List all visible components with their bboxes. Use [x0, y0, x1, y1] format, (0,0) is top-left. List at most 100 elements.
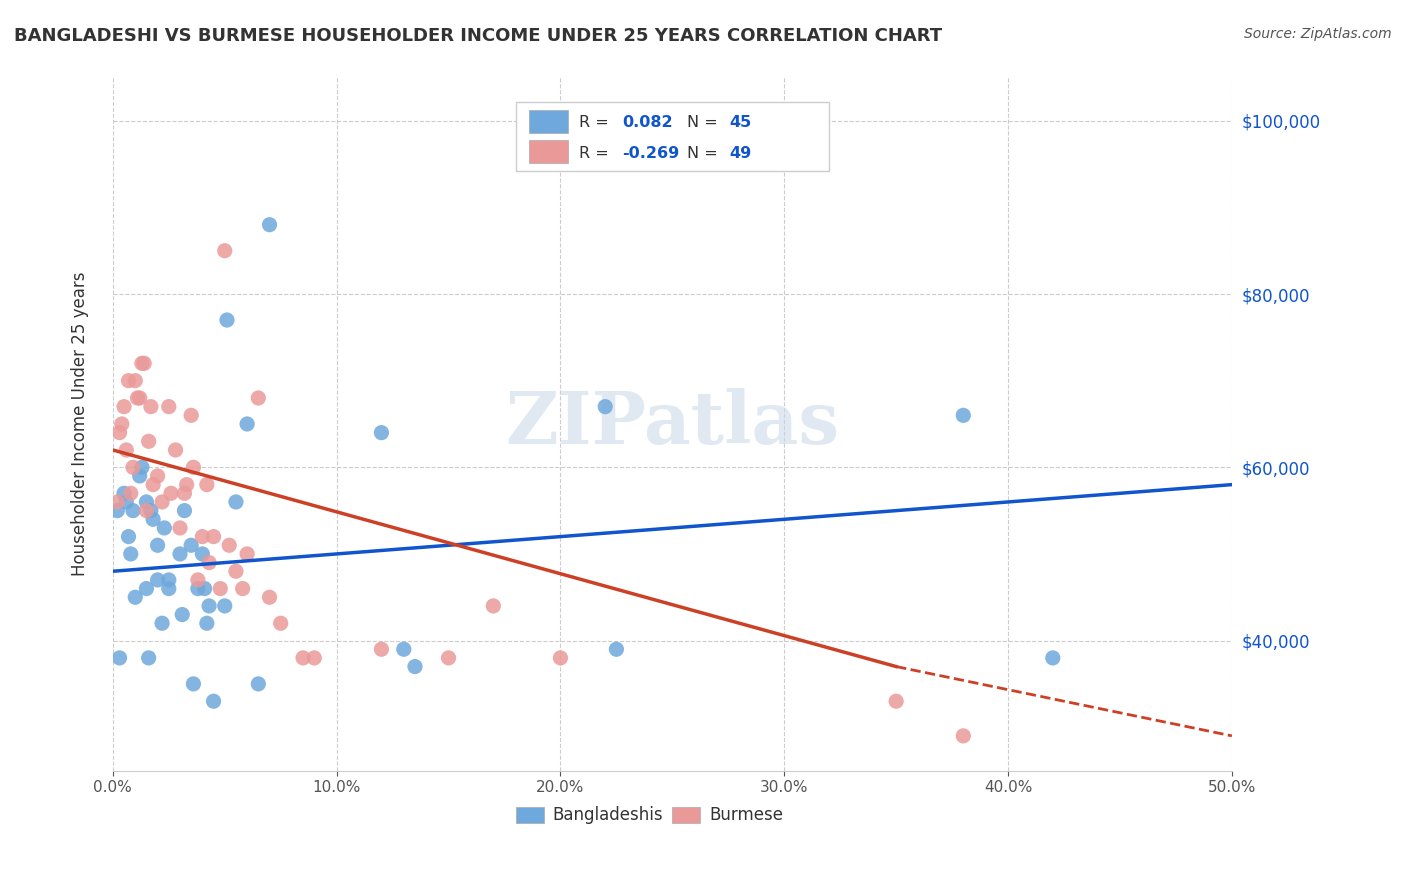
Point	[172, 607, 194, 622]
Point	[180, 538, 202, 552]
Point	[180, 409, 202, 423]
Point	[139, 503, 162, 517]
Point	[183, 460, 205, 475]
Point	[202, 694, 225, 708]
Point	[108, 651, 131, 665]
Point	[236, 547, 259, 561]
Point	[225, 495, 247, 509]
Point	[134, 356, 156, 370]
Point	[135, 503, 157, 517]
Point	[115, 442, 138, 457]
Text: R =: R =	[579, 115, 614, 130]
Point	[187, 573, 209, 587]
Point	[259, 591, 281, 605]
Point	[952, 409, 974, 423]
Point	[146, 469, 169, 483]
Point	[157, 400, 180, 414]
Text: N =: N =	[688, 146, 723, 161]
FancyBboxPatch shape	[529, 110, 568, 133]
Point	[247, 677, 270, 691]
Point	[169, 521, 191, 535]
Point	[120, 547, 142, 561]
Point	[111, 417, 134, 431]
Point	[131, 460, 153, 475]
Point	[112, 486, 135, 500]
Point	[370, 425, 392, 440]
Point	[128, 469, 150, 483]
Point	[146, 538, 169, 552]
Point	[150, 616, 173, 631]
Point	[218, 538, 240, 552]
Point	[550, 651, 572, 665]
Point	[884, 694, 907, 708]
Point	[122, 503, 145, 517]
Point	[392, 642, 415, 657]
Point	[194, 582, 217, 596]
Point	[195, 477, 218, 491]
Point	[270, 616, 292, 631]
Point	[124, 591, 146, 605]
Point	[173, 503, 195, 517]
Point	[138, 651, 160, 665]
Point	[135, 495, 157, 509]
Point	[198, 556, 221, 570]
Text: -0.269: -0.269	[621, 146, 679, 161]
Point	[139, 400, 162, 414]
Text: 49: 49	[730, 146, 752, 161]
Point	[259, 218, 281, 232]
Point	[124, 374, 146, 388]
Point	[105, 503, 128, 517]
Point	[115, 495, 138, 509]
Point	[482, 599, 505, 613]
Point	[191, 530, 214, 544]
Point	[225, 564, 247, 578]
Point	[176, 477, 198, 491]
Point	[187, 582, 209, 596]
Point	[142, 512, 165, 526]
Y-axis label: Householder Income Under 25 years: Householder Income Under 25 years	[72, 272, 89, 576]
Point	[198, 599, 221, 613]
Point	[183, 677, 205, 691]
Point	[135, 582, 157, 596]
FancyBboxPatch shape	[529, 140, 568, 162]
Point	[215, 313, 238, 327]
Text: R =: R =	[579, 146, 614, 161]
Point	[165, 442, 187, 457]
Text: Bangladeshis: Bangladeshis	[553, 805, 664, 824]
Point	[117, 374, 139, 388]
Point	[138, 434, 160, 449]
FancyBboxPatch shape	[516, 807, 544, 822]
Point	[304, 651, 326, 665]
Point	[404, 659, 426, 673]
Point	[173, 486, 195, 500]
Point	[437, 651, 460, 665]
Point	[157, 582, 180, 596]
Text: ZIPatlas: ZIPatlas	[505, 389, 839, 459]
Point	[292, 651, 315, 665]
Point	[232, 582, 254, 596]
Text: N =: N =	[688, 115, 723, 130]
Point	[236, 417, 259, 431]
Point	[593, 400, 616, 414]
Point	[169, 547, 191, 561]
Point	[128, 391, 150, 405]
FancyBboxPatch shape	[516, 102, 830, 171]
Point	[120, 486, 142, 500]
Point	[127, 391, 149, 405]
Point	[160, 486, 183, 500]
Point	[153, 521, 176, 535]
Point	[214, 599, 236, 613]
Point	[117, 530, 139, 544]
Point	[209, 582, 232, 596]
Point	[142, 477, 165, 491]
Point	[202, 530, 225, 544]
Point	[952, 729, 974, 743]
Point	[112, 400, 135, 414]
Text: 45: 45	[730, 115, 752, 130]
Point	[150, 495, 173, 509]
Text: BANGLADESHI VS BURMESE HOUSEHOLDER INCOME UNDER 25 YEARS CORRELATION CHART: BANGLADESHI VS BURMESE HOUSEHOLDER INCOM…	[14, 27, 942, 45]
Point	[105, 495, 128, 509]
Text: 0.082: 0.082	[621, 115, 672, 130]
Point	[1042, 651, 1064, 665]
Text: Burmese: Burmese	[709, 805, 783, 824]
